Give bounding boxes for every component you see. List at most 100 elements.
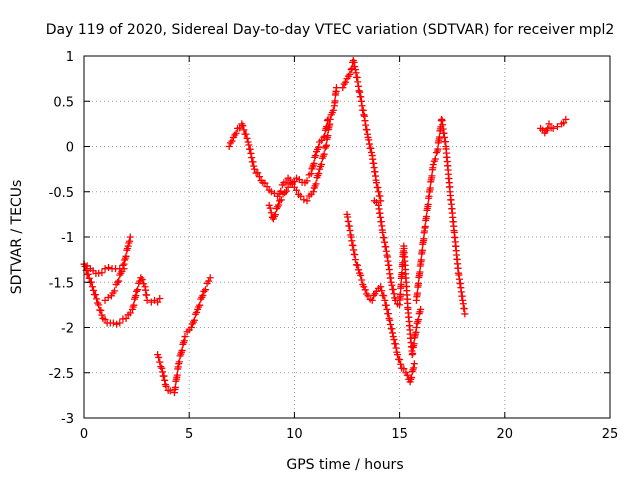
data-point [243, 134, 251, 142]
y-tick-label: 0 [66, 141, 74, 156]
x-tick-label: 25 [602, 427, 619, 442]
data-point [130, 301, 138, 309]
data-point [390, 336, 398, 344]
data-point [315, 170, 323, 178]
data-point [134, 286, 142, 294]
data-point [199, 292, 207, 300]
data-point [93, 295, 101, 303]
data-point [428, 172, 436, 180]
data-point [282, 187, 290, 195]
data-point [161, 376, 169, 384]
data-point [158, 364, 166, 372]
data-point [434, 145, 442, 153]
data-point [160, 372, 168, 380]
data-point [413, 289, 421, 297]
data-point [206, 274, 214, 282]
data-point [381, 296, 389, 304]
data-point [88, 283, 96, 291]
data-points [80, 57, 570, 397]
data-point [111, 287, 119, 295]
data-point [85, 274, 93, 282]
data-point [202, 286, 210, 294]
data-point [423, 212, 431, 220]
data-point [346, 70, 354, 78]
data-point [242, 130, 250, 138]
data-point [246, 145, 254, 153]
data-point [331, 97, 339, 105]
data-point [324, 115, 332, 123]
data-point [245, 141, 253, 149]
data-point [393, 351, 401, 359]
data-point [377, 283, 385, 291]
data-point [386, 320, 394, 328]
data-point [431, 155, 439, 163]
data-point [124, 242, 132, 250]
data-point [365, 136, 373, 144]
data-point [205, 277, 213, 285]
data-point [97, 306, 105, 314]
data-point [254, 169, 262, 177]
data-point [101, 265, 109, 273]
data-point [312, 180, 320, 188]
data-point [126, 233, 134, 241]
data-point [311, 152, 319, 160]
data-point [193, 308, 201, 316]
data-point [175, 358, 183, 366]
data-point [368, 296, 376, 304]
data-point [171, 383, 179, 391]
data-point [303, 197, 311, 205]
data-point [384, 310, 392, 318]
data-point [275, 201, 283, 209]
data-point [323, 123, 331, 131]
data-point [380, 292, 388, 300]
data-point [122, 252, 130, 260]
y-tick-labels: -3 -2.5 -2 -1.5 -1 -0.5 0 0.5 1 [49, 50, 74, 427]
data-point [412, 324, 420, 331]
data-point [351, 256, 359, 264]
data-point [138, 276, 146, 284]
data-point [421, 223, 429, 231]
data-point [132, 292, 140, 300]
data-point [98, 311, 106, 319]
data-point [361, 286, 369, 294]
data-point [410, 340, 418, 348]
data-point [323, 117, 331, 125]
data-point [396, 356, 404, 364]
data-point [307, 170, 315, 178]
data-point [162, 382, 170, 390]
data-point [154, 298, 162, 306]
data-point [415, 279, 423, 287]
data-point [360, 283, 368, 291]
plot-frame [83, 55, 611, 419]
data-point [365, 140, 373, 148]
data-point [553, 123, 561, 131]
x-tick-labels: 0 5 10 15 20 25 [80, 427, 618, 442]
data-point [115, 277, 123, 285]
data-point [119, 261, 127, 269]
y-tick-label: -0.5 [49, 186, 74, 201]
data-point [342, 78, 350, 86]
data-point [389, 333, 397, 341]
data-point [250, 162, 258, 170]
data-point [317, 160, 325, 168]
data-point [81, 262, 89, 270]
y-tick-label: 0.5 [53, 95, 74, 110]
data-point [409, 349, 417, 357]
data-point [159, 368, 167, 376]
data-point [232, 129, 240, 137]
data-point [391, 340, 399, 348]
data-point [562, 115, 570, 123]
data-point [410, 364, 418, 372]
data-point [293, 186, 301, 194]
x-tick-label: 0 [80, 427, 88, 442]
data-point [116, 319, 124, 327]
y-tick-label: -1.5 [49, 276, 74, 291]
y-tick-label: -2 [61, 322, 74, 337]
data-point [397, 360, 405, 368]
data-point [376, 192, 384, 200]
data-point [120, 260, 128, 268]
data-point [267, 209, 275, 217]
data-point [126, 309, 134, 317]
data-point [377, 197, 385, 205]
data-point [84, 270, 92, 278]
